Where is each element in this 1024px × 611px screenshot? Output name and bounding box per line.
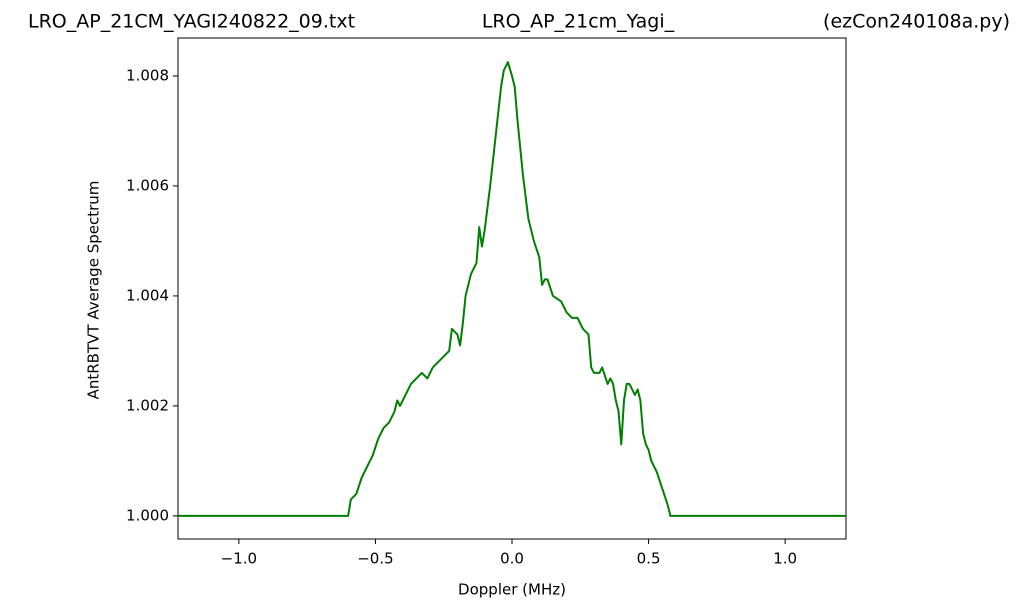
y-tick-label: 1.006 [126,176,169,194]
y-tick-label: 1.002 [126,396,169,414]
title-left: LRO_AP_21CM_YAGI240822_09.txt [28,11,355,33]
spectrum-line [178,61,846,517]
y-tick-label: 1.000 [126,506,169,524]
y-tick-label: 1.004 [126,286,169,304]
x-tick-label: −0.5 [357,550,393,568]
x-axis-label: Doppler (MHz) [458,581,566,599]
plot-frame [177,37,847,540]
x-tick-label: 1.0 [773,550,797,568]
y-tick-label: 1.008 [126,66,169,84]
x-tick-label: −1.0 [221,550,257,568]
x-tick-label: 0.5 [637,550,661,568]
y-axis-label: AntRBTVT Average Spectrum [85,181,103,400]
title-center: LRO_AP_21cm_Yagi_ [482,11,675,33]
x-tick-label: 0.0 [500,550,524,568]
title-right: (ezCon240108a.py) [823,11,1010,33]
